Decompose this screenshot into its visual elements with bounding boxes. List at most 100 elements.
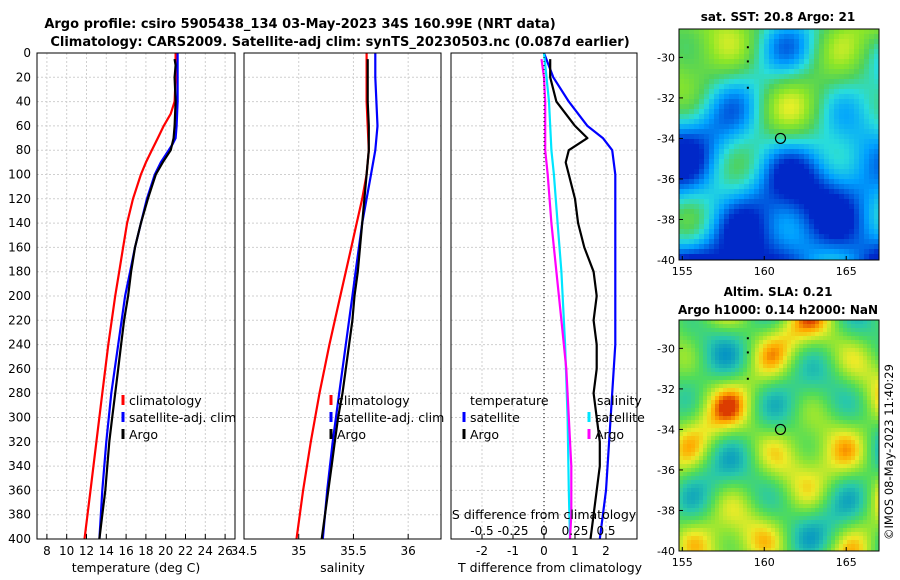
heatmap-cell [679, 532, 683, 536]
heatmap-cell [849, 74, 854, 79]
heatmap-cell [754, 234, 759, 239]
heatmap-cell [875, 392, 879, 396]
heatmap-cell [803, 380, 807, 384]
heatmap-cell [859, 79, 864, 84]
heatmap-cell [803, 436, 807, 440]
heatmap-cell [779, 214, 784, 219]
heatmap-cell [754, 144, 759, 149]
heatmap-cell [839, 209, 844, 214]
heatmap-cell [779, 74, 784, 79]
heatmap-cell [683, 536, 687, 540]
heatmap-cell [723, 372, 727, 376]
heatmap-cell [835, 384, 839, 388]
heatmap-cell [709, 169, 714, 174]
x-tick-label: 2 [602, 544, 610, 558]
heatmap-cell [699, 204, 704, 209]
heatmap-cell [843, 460, 847, 464]
heatmap-cell [851, 400, 855, 404]
heatmap-cell [719, 254, 724, 259]
heatmap-cell [814, 69, 819, 74]
heatmap-cell [875, 480, 879, 484]
heatmap-cell [711, 532, 715, 536]
x-tick-label: 1 [571, 544, 579, 558]
heatmap-cell [784, 49, 789, 54]
heatmap-cell [749, 109, 754, 114]
heatmap-cell [783, 480, 787, 484]
heatmap-cell [809, 149, 814, 154]
heatmap-cell [743, 544, 747, 548]
heatmap-cell [819, 64, 824, 69]
heatmap-cell [791, 444, 795, 448]
heatmap-cell [759, 504, 763, 508]
heatmap-cell [799, 84, 804, 89]
heatmap-cell [683, 524, 687, 528]
heatmap-cell [799, 464, 803, 468]
heatmap-cell [683, 476, 687, 480]
heatmap-cell [715, 428, 719, 432]
heatmap-cell [729, 239, 734, 244]
heatmap-cell [714, 144, 719, 149]
heatmap-cell [715, 468, 719, 472]
heatmap-cell [791, 404, 795, 408]
heatmap-cell [694, 124, 699, 129]
heatmap-cell [694, 164, 699, 169]
heatmap-cell [811, 320, 815, 324]
heatmap-cell [875, 352, 879, 356]
heatmap-cell [715, 424, 719, 428]
heatmap-cell [751, 352, 755, 356]
heatmap-cell [839, 544, 843, 548]
heatmap-cell [849, 224, 854, 229]
heatmap-cell [779, 139, 784, 144]
heatmap-cell [775, 524, 779, 528]
heatmap-cell [835, 504, 839, 508]
heatmap-cell [769, 244, 774, 249]
heatmap-cell [711, 388, 715, 392]
heatmap-cell [787, 460, 791, 464]
heatmap-cell [755, 544, 759, 548]
heatmap-cell [874, 249, 879, 254]
heatmap-cell [735, 540, 739, 544]
x-axis-label: salinity [320, 560, 365, 575]
heatmap-cell [864, 139, 869, 144]
heatmap-cell [854, 154, 859, 159]
heatmap-cell [831, 524, 835, 528]
heatmap-cell [789, 239, 794, 244]
heatmap-cell [869, 254, 874, 259]
heatmap-cell [747, 376, 751, 380]
heatmap-cell [823, 472, 827, 476]
heatmap-cell [783, 332, 787, 336]
heatmap-cell [695, 332, 699, 336]
heatmap-cell [764, 189, 769, 194]
heatmap-cell [799, 488, 803, 492]
heatmap-cell [724, 179, 729, 184]
heatmap-cell [689, 74, 694, 79]
heatmap-cell [794, 204, 799, 209]
depth-tick-label: 200 [8, 289, 31, 303]
heatmap-cell [691, 352, 695, 356]
heatmap-cell [819, 428, 823, 432]
heatmap-cell [769, 79, 774, 84]
heatmap-cell [799, 364, 803, 368]
heatmap-cell [689, 244, 694, 249]
heatmap-cell [704, 49, 709, 54]
heatmap-cell [774, 164, 779, 169]
heatmap-cell [683, 488, 687, 492]
heatmap-cell [787, 416, 791, 420]
heatmap-cell [827, 528, 831, 532]
heatmap-cell [774, 239, 779, 244]
heatmap-cell [854, 209, 859, 214]
heatmap-cell [824, 149, 829, 154]
heatmap-cell [799, 59, 804, 64]
heatmap-cell [724, 114, 729, 119]
heatmap-cell [719, 332, 723, 336]
heatmap-cell [859, 420, 863, 424]
heatmap-cell [824, 79, 829, 84]
heatmap-cell [695, 348, 699, 352]
heatmap-cell [739, 392, 743, 396]
heatmap-cell [723, 492, 727, 496]
heatmap-cell [791, 424, 795, 428]
heatmap-cell [871, 400, 875, 404]
heatmap-cell [759, 436, 763, 440]
heatmap-cell [831, 536, 835, 540]
heatmap-cell [794, 224, 799, 229]
